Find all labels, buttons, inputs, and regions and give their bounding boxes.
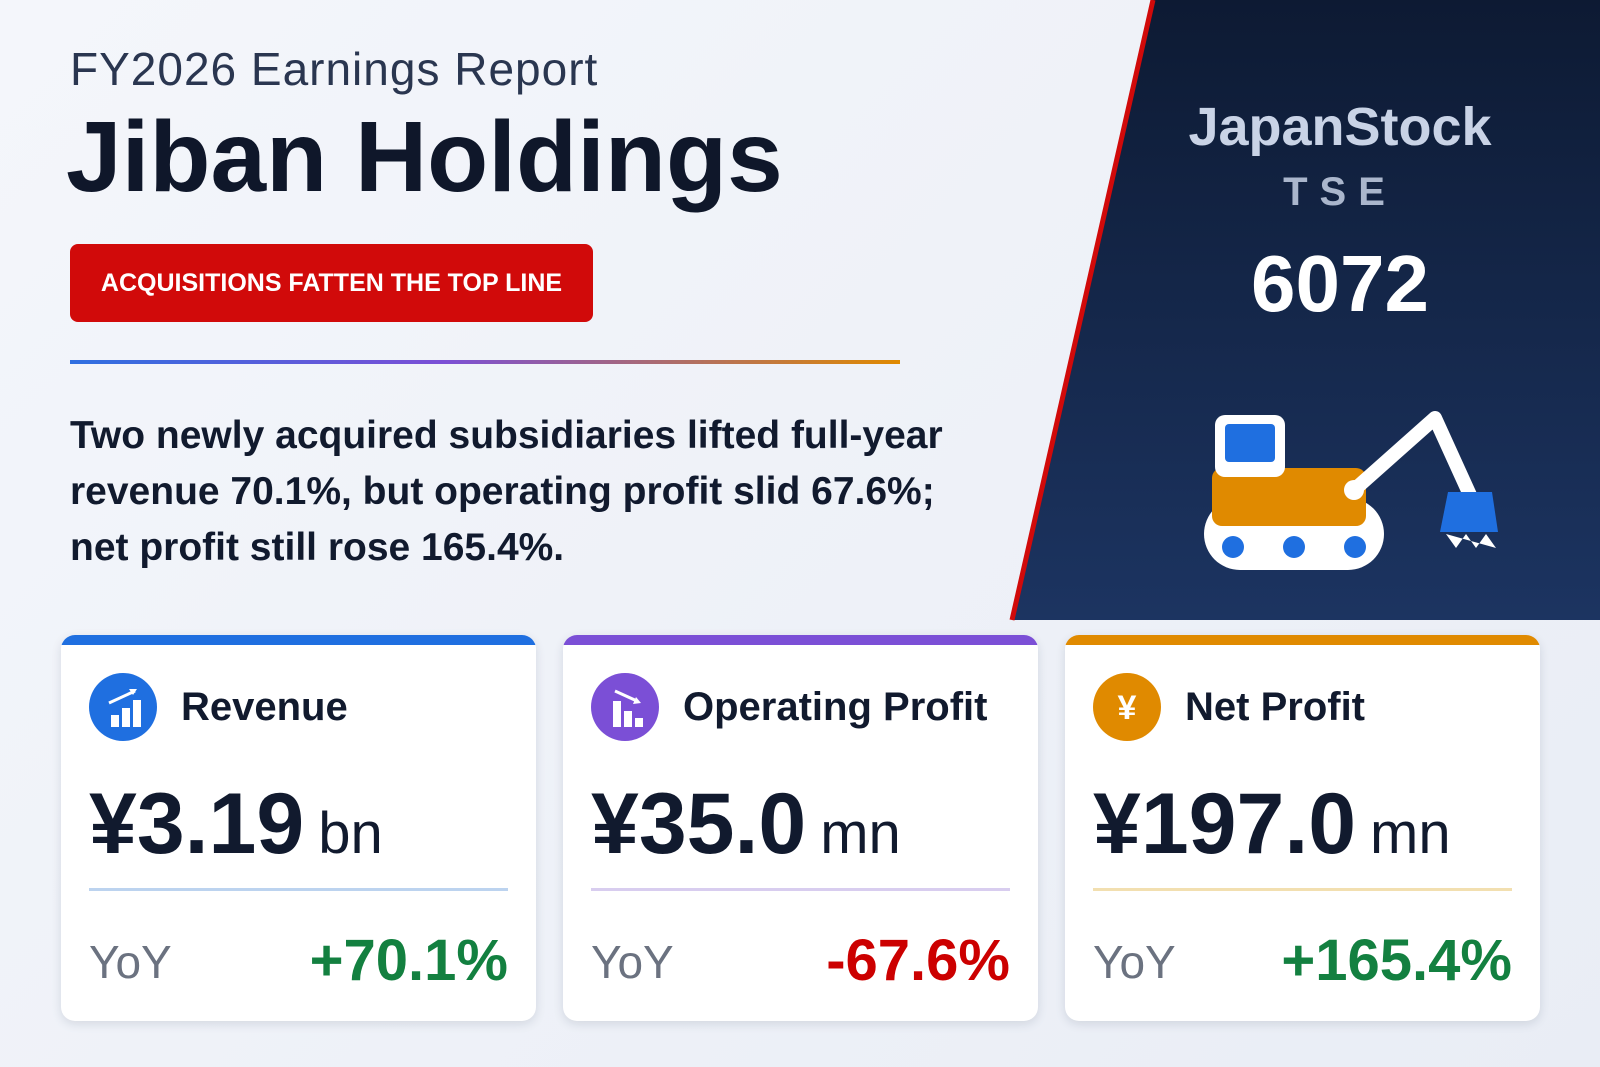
card-label: Operating Profit <box>683 685 988 729</box>
card-label: Revenue <box>181 685 348 729</box>
amount: ¥197.0 <box>1093 776 1357 872</box>
card-icon <box>89 673 157 741</box>
metric-card: ¥ Net Profit ¥197.0 mn YoY +165.4% <box>1065 635 1540 1021</box>
tag: ACQUISITIONS FATTEN THE TOP LINE <box>70 244 593 322</box>
summary: Two newly acquired subsidiaries lifted f… <box>70 414 943 569</box>
metric-card: Operating Profit ¥35.0 mn YoY -67.6% <box>563 635 1038 1021</box>
amount: ¥35.0 <box>591 776 807 872</box>
metric-card: Revenue ¥3.19 bn YoY +70.1% <box>61 635 536 1021</box>
title: Jiban Holdings <box>66 101 783 213</box>
unit: mn <box>1370 801 1451 866</box>
svg-text:¥: ¥ <box>1118 689 1137 727</box>
card-amount: ¥3.19 bn <box>89 775 383 874</box>
brand-name: JapanStock <box>1188 97 1492 157</box>
unit: mn <box>820 801 901 866</box>
unit: bn <box>318 801 383 866</box>
yoy-label: YoY <box>1093 936 1176 988</box>
card-accent <box>563 635 1038 645</box>
card-amount: ¥35.0 mn <box>591 775 901 874</box>
card-divider <box>1093 888 1512 891</box>
subtitle: FY2026 Earnings Report <box>70 43 599 95</box>
card-label: Net Profit <box>1185 685 1365 729</box>
amount: ¥3.19 <box>89 776 305 872</box>
card-icon <box>591 673 659 741</box>
stock-code: 6072 <box>1251 239 1429 328</box>
card-amount: ¥197.0 mn <box>1093 775 1451 874</box>
yoy-value: -67.6% <box>826 928 1010 993</box>
yoy-label: YoY <box>89 936 172 988</box>
brand-panel <box>1009 0 1600 621</box>
card-accent <box>1065 635 1540 645</box>
card-icon: ¥ <box>1093 673 1161 741</box>
panel-edge <box>1009 0 1156 621</box>
excavator-icon <box>1204 411 1498 570</box>
yoy-value: +165.4% <box>1281 928 1512 993</box>
card-accent <box>61 635 536 645</box>
exchange: TSE <box>1283 170 1397 214</box>
card-divider <box>591 888 1010 891</box>
divider <box>70 360 900 364</box>
yoy-label: YoY <box>591 936 674 988</box>
yoy-value: +70.1% <box>309 928 508 993</box>
card-divider <box>89 888 508 891</box>
